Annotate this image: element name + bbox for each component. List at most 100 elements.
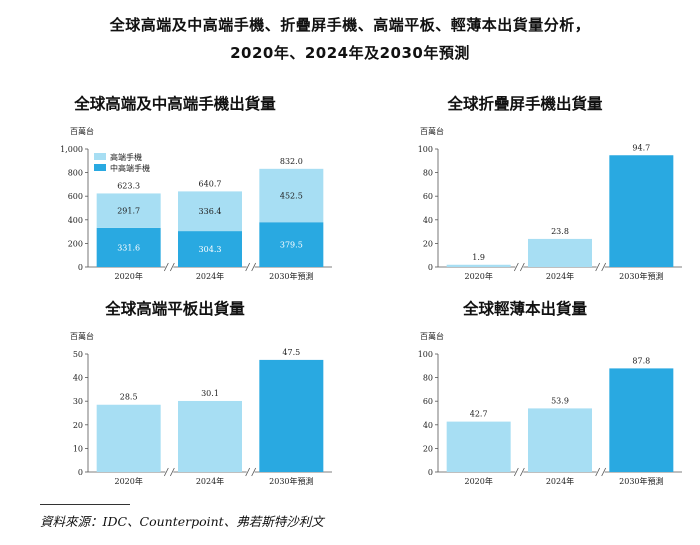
page-title-line1: 全球高端及中高端手機、折疊屏手機、高端平板、輕薄本出貨量分析， <box>109 16 591 34</box>
bar <box>446 421 511 472</box>
x-tick-label: 2030年預測 <box>269 271 313 281</box>
bar <box>609 368 674 472</box>
axis-break-mark <box>601 262 607 272</box>
y-tick-label: 30 <box>73 397 83 406</box>
chart-title: 全球輕薄本出貨量 <box>462 299 588 318</box>
x-tick-label: 2024年 <box>196 271 224 281</box>
x-tick-label: 2020年 <box>114 271 142 281</box>
axis-break-mark <box>513 262 519 272</box>
unit-label: 百萬台 <box>420 331 444 341</box>
bar <box>446 264 511 267</box>
axis-break-gap <box>596 468 605 476</box>
bar <box>528 408 592 472</box>
axis-break-gap <box>515 263 524 271</box>
x-tick-label: 2020年 <box>464 476 492 486</box>
x-tick-label: 2024年 <box>546 271 574 281</box>
y-tick-label: 100 <box>418 350 433 359</box>
data-label: 87.8 <box>632 356 650 365</box>
data-label: 291.7 <box>117 207 140 216</box>
axis-break-mark <box>519 467 525 477</box>
data-label: 1.9 <box>472 253 485 262</box>
chart-title: 全球高端平板出貨量 <box>104 299 245 318</box>
data-label: 94.7 <box>632 143 650 152</box>
axis-break-mark <box>519 262 525 272</box>
axis-break-mark <box>163 467 169 477</box>
y-tick-label: 50 <box>73 350 83 359</box>
y-tick-label: 0 <box>78 263 83 272</box>
total-label: 640.7 <box>199 179 222 188</box>
y-tick-label: 0 <box>428 263 433 272</box>
unit-label: 百萬台 <box>70 126 94 136</box>
data-label: 379.5 <box>280 241 303 250</box>
data-label: 452.5 <box>280 192 303 201</box>
y-tick-label: 0 <box>78 468 83 477</box>
y-tick-label: 60 <box>423 397 433 406</box>
legend-swatch-mid-high-end <box>94 164 106 171</box>
axis-break-mark <box>595 467 601 477</box>
data-label: 42.7 <box>470 410 488 419</box>
axis-break-gap <box>246 468 255 476</box>
legend-label-high-end: 高端手機 <box>110 152 142 162</box>
y-tick-label: 800 <box>68 169 83 178</box>
data-label: 304.3 <box>199 245 222 254</box>
data-label: 23.8 <box>551 227 569 236</box>
axis-break-gap <box>165 468 174 476</box>
y-tick-label: 0 <box>428 468 433 477</box>
chart-title: 全球高端及中高端手機出貨量 <box>73 94 276 113</box>
unit-label: 百萬台 <box>420 126 444 136</box>
y-tick-label: 40 <box>423 216 433 225</box>
axis-break-mark <box>245 467 251 477</box>
bar-segment-mid-high-end <box>178 231 242 267</box>
bar-segment-high-end <box>259 168 324 223</box>
x-tick-label: 2030年預測 <box>619 271 663 281</box>
axis-break-mark <box>251 262 257 272</box>
axis-break-gap <box>165 263 174 271</box>
y-tick-label: 20 <box>423 239 433 248</box>
axis-break-gap <box>515 468 524 476</box>
axis-break-mark <box>245 262 251 272</box>
axis-break-mark <box>169 262 175 272</box>
data-label: 30.1 <box>201 389 219 398</box>
y-tick-label: 60 <box>423 192 433 201</box>
data-label: 53.9 <box>551 396 569 405</box>
bar <box>528 238 592 267</box>
axis-break-mark <box>251 467 257 477</box>
data-label: 336.4 <box>199 207 222 216</box>
bar-segment-mid-high-end <box>96 227 161 267</box>
x-tick-label: 2024年 <box>196 476 224 486</box>
axis-break-mark <box>513 467 519 477</box>
bar-segment-high-end <box>96 193 161 228</box>
bar <box>178 400 242 472</box>
x-tick-label: 2030年預測 <box>619 476 663 486</box>
bar <box>609 155 674 267</box>
data-label: 28.5 <box>120 393 138 402</box>
bar-segment-mid-high-end <box>259 222 324 267</box>
y-tick-label: 80 <box>423 374 433 383</box>
axis-break-mark <box>595 262 601 272</box>
x-tick-label: 2024年 <box>546 476 574 486</box>
legend-swatch-high-end <box>94 153 106 160</box>
axis-break-mark <box>169 467 175 477</box>
y-tick-label: 80 <box>423 169 433 178</box>
y-tick-label: 20 <box>73 421 83 430</box>
axis-break-gap <box>246 263 255 271</box>
source-note: 資料來源：IDC、Counterpoint、弗若斯特沙利文 <box>40 514 324 529</box>
x-tick-label: 2020年 <box>464 271 492 281</box>
y-tick-label: 1,000 <box>60 145 83 154</box>
total-label: 623.3 <box>117 181 140 190</box>
y-tick-label: 200 <box>68 239 83 248</box>
y-tick-label: 20 <box>423 444 433 453</box>
y-tick-label: 40 <box>423 421 433 430</box>
axis-break-gap <box>596 263 605 271</box>
source-divider <box>40 504 130 505</box>
y-tick-label: 400 <box>68 216 83 225</box>
y-tick-label: 600 <box>68 192 83 201</box>
bar-segment-high-end <box>178 191 242 232</box>
data-label: 47.5 <box>282 348 300 357</box>
data-label: 331.6 <box>117 243 140 252</box>
chart-title: 全球折疊屏手機出貨量 <box>446 94 603 113</box>
